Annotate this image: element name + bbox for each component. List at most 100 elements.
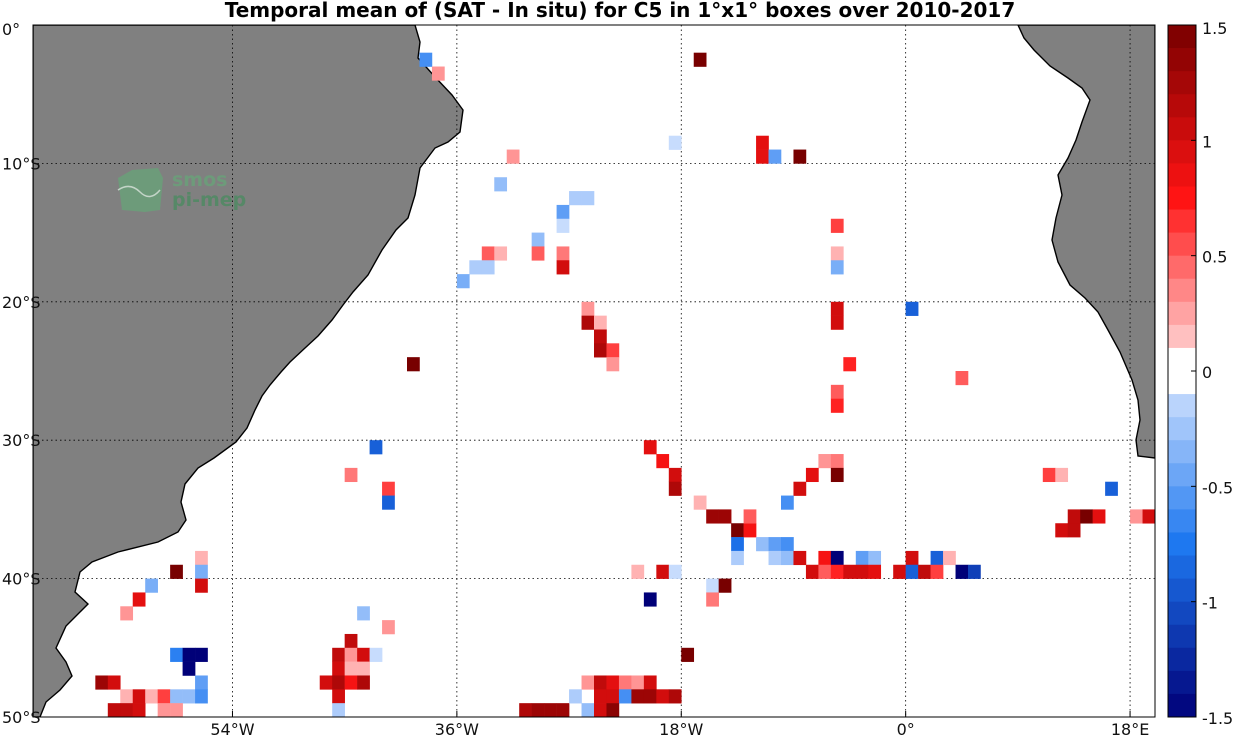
grid-cell — [1055, 467, 1069, 483]
grid-cell — [594, 675, 607, 690]
grid-cell — [830, 384, 844, 399]
colorbar-segment — [1168, 647, 1196, 672]
colorbar-segment — [1168, 140, 1196, 164]
colorbar-segment — [1168, 186, 1196, 211]
grid-cell — [531, 703, 545, 717]
grid-cell — [581, 191, 595, 206]
grid-cell — [170, 647, 183, 662]
grid-cell — [107, 703, 121, 717]
grid-cell — [108, 717, 121, 731]
grid-cell — [382, 495, 395, 510]
grid-cell — [195, 689, 208, 704]
grid-cell — [943, 550, 956, 566]
grid-cell — [930, 564, 944, 579]
grid-cell — [693, 52, 707, 67]
colorbar-ticks: 1.5 1 0.5 0 -0.5 -1 -1.5 — [1191, 19, 1233, 728]
grid-cell — [643, 675, 657, 690]
colorbar-segment — [1168, 670, 1196, 695]
grid-cell — [332, 703, 345, 717]
grid-cell — [606, 689, 620, 704]
colorbar-tick-label: -1 — [1202, 594, 1218, 613]
grid-cell — [344, 661, 358, 676]
colorbar-tick-label: -0.5 — [1202, 478, 1233, 497]
grid-cell — [507, 717, 520, 731]
grid-cell — [830, 467, 844, 483]
grid-cell — [893, 564, 906, 579]
grid-cell — [581, 315, 595, 330]
grid-cell — [1130, 509, 1143, 524]
grid-cell — [594, 689, 607, 704]
grid-cell — [918, 564, 931, 579]
grid-cell — [855, 564, 869, 579]
grid-cell — [793, 481, 807, 496]
grid-cell — [319, 675, 333, 690]
grid-cell — [170, 564, 183, 579]
grid-cell — [830, 398, 844, 413]
grid-cell — [120, 703, 134, 717]
map-title: Temporal mean of (SAT - In situ) for C5 … — [224, 0, 1016, 22]
grid-cell — [830, 315, 844, 330]
grid-cell — [955, 371, 969, 386]
smos-pi-mep-logo: smos pi-mep — [117, 168, 246, 212]
y-tick-label: 40°S — [2, 570, 41, 589]
grid-cell — [158, 731, 171, 738]
grid-cell — [170, 689, 183, 704]
y-tick-label: 50°S — [2, 708, 41, 727]
grid-cell — [107, 675, 121, 690]
grid-cell — [968, 564, 981, 579]
grid-cell — [332, 675, 345, 690]
colorbar-segment — [1168, 163, 1196, 187]
grid-cell — [145, 689, 158, 704]
colorbar-segment — [1168, 94, 1196, 118]
colorbar — [1168, 25, 1196, 718]
grid-cell — [594, 717, 607, 731]
grid-cell — [643, 592, 657, 607]
y-tick-label: 30°S — [2, 431, 41, 450]
colorbar-segment — [1168, 486, 1196, 510]
grid-cell — [332, 689, 345, 704]
grid-cell — [905, 564, 919, 579]
grid-cell — [581, 301, 595, 316]
grid-cell — [668, 481, 682, 496]
grid-cell — [618, 689, 632, 704]
grid-cell — [843, 357, 857, 372]
colorbar-tick-label: 1 — [1202, 132, 1212, 151]
grid-cell — [195, 564, 208, 579]
colorbar-segment — [1168, 601, 1196, 626]
colorbar-segment — [1168, 417, 1196, 441]
grid-cell — [145, 731, 158, 738]
colorbar-tick-label: -1.5 — [1202, 709, 1233, 728]
grid-cell — [668, 689, 682, 704]
grid-cell — [1067, 523, 1081, 538]
grid-cell — [419, 52, 433, 67]
grid-cell — [693, 495, 707, 510]
grid-cell — [955, 564, 969, 579]
grid-cell — [631, 689, 645, 704]
grid-cell — [781, 550, 794, 566]
grid-cell — [506, 149, 520, 164]
grid-cell — [643, 440, 657, 455]
grid-cell — [556, 703, 570, 717]
x-tick-label: 18°E — [1111, 720, 1149, 738]
grid-cell — [519, 717, 532, 731]
colorbar-segment — [1168, 324, 1196, 349]
grid-cell — [668, 135, 682, 150]
grid-cell — [519, 703, 532, 717]
grid-cell — [145, 578, 158, 593]
grid-cell — [170, 717, 183, 731]
x-tick-label: 18°W — [659, 720, 703, 738]
y-tick-label: 20°S — [2, 293, 41, 312]
colorbar-segment — [1168, 693, 1196, 718]
grid-cell — [830, 246, 844, 261]
grid-cell — [818, 564, 832, 579]
grid-cell — [905, 550, 919, 566]
y-tick-label: 10°S — [2, 154, 41, 173]
grid-cell — [431, 66, 445, 81]
colorbar-segment — [1168, 278, 1196, 303]
grid-cell — [132, 592, 146, 607]
grid-cell — [731, 537, 744, 552]
grid-cell — [643, 689, 657, 704]
colorbar-segment — [1168, 463, 1196, 487]
heatmap-cells — [95, 52, 1155, 738]
y-axis-ticks: 0° 10°S 20°S 30°S 40°S 50°S — [2, 20, 41, 727]
